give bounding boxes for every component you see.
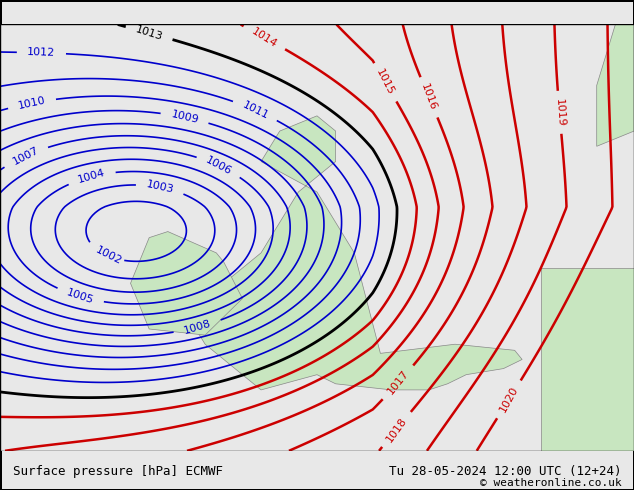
Polygon shape <box>186 116 522 390</box>
Text: 1015: 1015 <box>375 68 396 97</box>
Text: 1005: 1005 <box>65 288 95 306</box>
Text: 1019: 1019 <box>553 98 566 127</box>
Text: 1003: 1003 <box>145 179 175 195</box>
Text: 1013: 1013 <box>134 24 164 42</box>
Text: 1010: 1010 <box>17 95 47 111</box>
Polygon shape <box>541 268 634 451</box>
Text: 1004: 1004 <box>77 168 107 185</box>
Text: 1009: 1009 <box>170 109 200 125</box>
Text: 1007: 1007 <box>11 145 41 167</box>
Text: © weatheronline.co.uk: © weatheronline.co.uk <box>479 478 621 488</box>
Text: Tu 28-05-2024 12:00 UTC (12+24): Tu 28-05-2024 12:00 UTC (12+24) <box>389 465 621 478</box>
Text: 1017: 1017 <box>385 368 411 397</box>
Text: 1002: 1002 <box>94 245 123 267</box>
Text: 1018: 1018 <box>384 415 409 444</box>
Text: 1012: 1012 <box>27 48 56 58</box>
Text: 1016: 1016 <box>420 82 439 112</box>
Polygon shape <box>597 24 634 147</box>
Text: 1008: 1008 <box>183 318 212 336</box>
Text: 1006: 1006 <box>204 155 234 177</box>
Text: Surface pressure [hPa] ECMWF: Surface pressure [hPa] ECMWF <box>13 465 223 478</box>
Polygon shape <box>131 232 242 335</box>
Text: 1020: 1020 <box>498 385 520 414</box>
Text: 1011: 1011 <box>240 99 270 121</box>
Text: 1014: 1014 <box>250 26 279 49</box>
